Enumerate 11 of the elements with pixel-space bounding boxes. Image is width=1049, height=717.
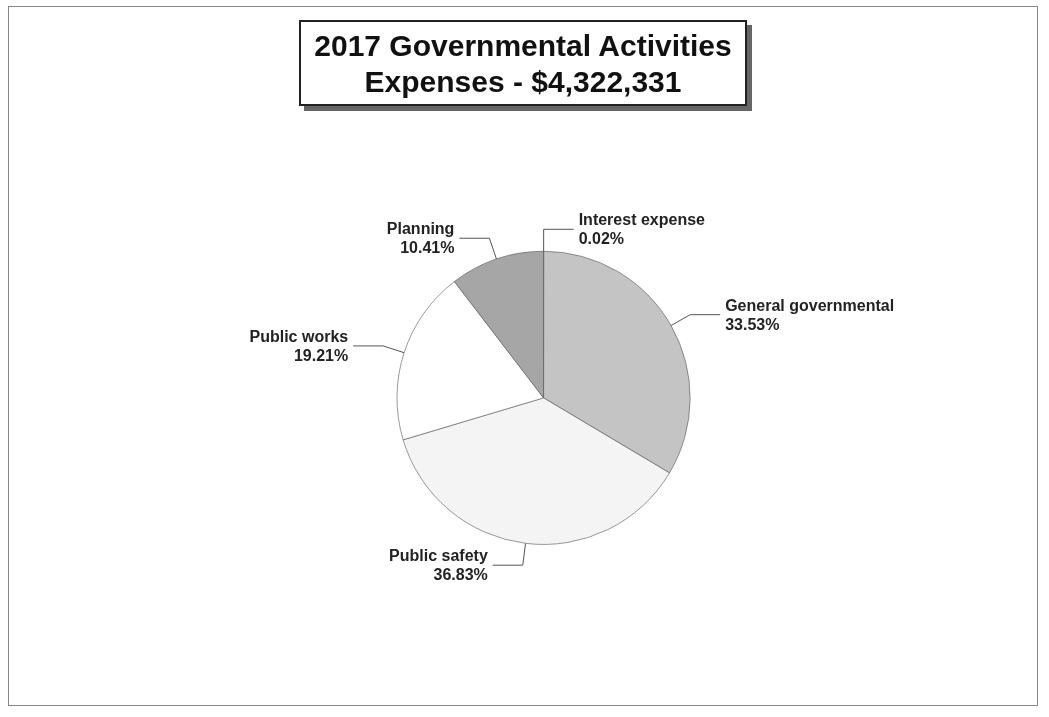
slice-label: General governmental bbox=[725, 296, 895, 314]
data-label: 36.83% bbox=[433, 566, 488, 584]
data-label: 10.41% bbox=[400, 239, 455, 257]
data-label: 19.21% bbox=[293, 346, 349, 364]
data-label: 33.53% bbox=[725, 315, 780, 333]
slice-label: Interest expense bbox=[578, 211, 706, 229]
slice-label: Public works bbox=[249, 327, 349, 345]
data-label: 0.02% bbox=[578, 230, 625, 248]
slice-label: Planning bbox=[386, 220, 455, 238]
chart-title: 2017 Governmental Activities Expenses - $4,322,331 bbox=[314, 28, 732, 98]
slice-label: Public safety bbox=[389, 547, 488, 565]
